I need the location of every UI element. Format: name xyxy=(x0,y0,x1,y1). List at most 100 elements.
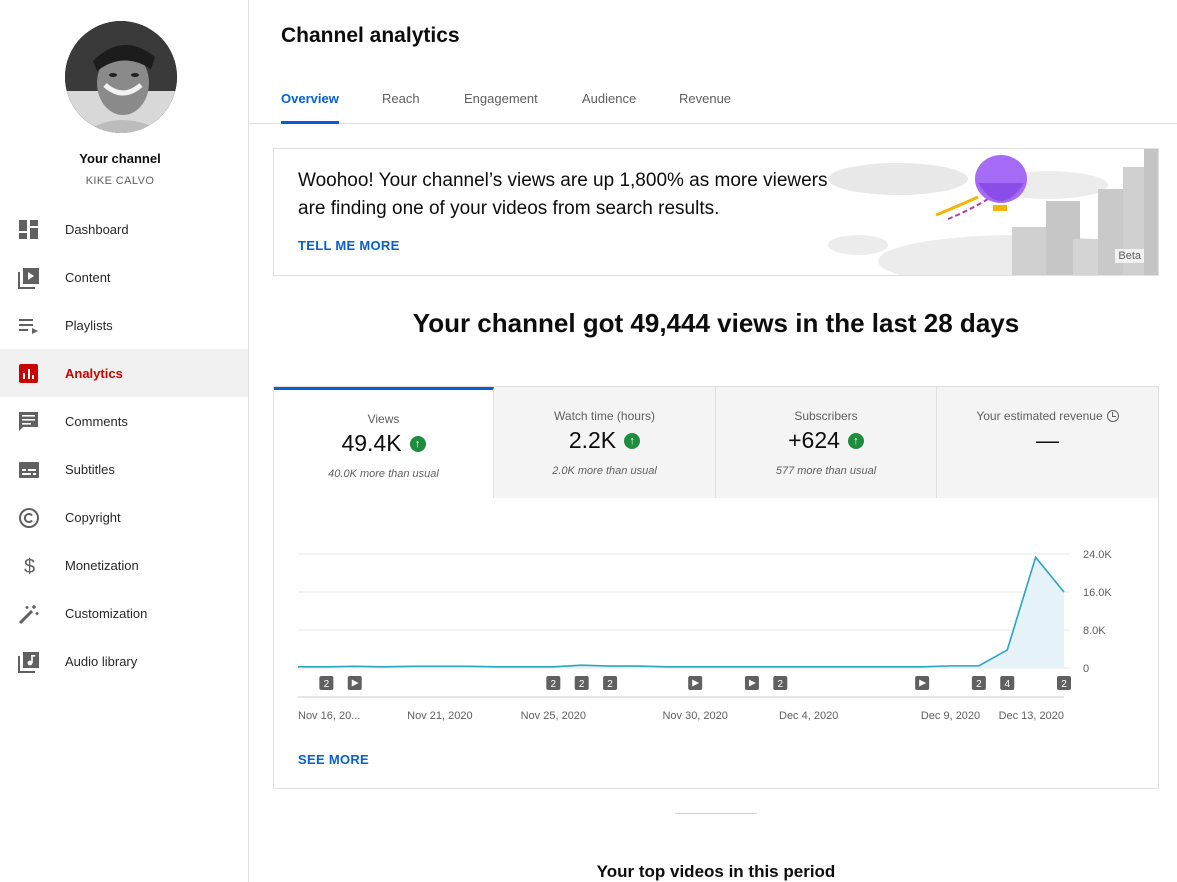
sidebar-item-customization[interactable]: Customization xyxy=(0,589,248,637)
x-tick-label: Nov 21, 2020 xyxy=(407,710,472,722)
play-icon xyxy=(351,679,359,687)
sidebar-item-label: Monetization xyxy=(65,557,139,573)
metric-value-text: 2.2K xyxy=(568,427,617,453)
metric-comparison: 40.0K more than usual xyxy=(328,468,439,480)
tell-me-more-link[interactable]: TELL ME MORE xyxy=(298,238,400,253)
sidebar-item-label: Audio library xyxy=(65,653,138,669)
views-chart: 24.0K 16.0K 8.0K 0 2 2 2 2 2 2 4 2 Nov 16, 20... Nov … xyxy=(298,549,1112,722)
tab-overview[interactable]: Overview xyxy=(281,80,339,124)
beta-badge: Beta xyxy=(1115,249,1144,263)
sidebar-nav: Dashboard Content Playlists Analytics xyxy=(0,205,248,685)
x-tick-label: Dec 13, 2020 xyxy=(999,710,1064,722)
tab-revenue[interactable]: Revenue xyxy=(679,91,732,106)
insight-banner: Woohoo! Your channel’s views are up 1,80… xyxy=(273,148,1159,276)
published-count-marker xyxy=(971,676,986,690)
marker-count-label: 2 xyxy=(324,679,330,690)
y-tick-label: 24.0K xyxy=(1083,549,1112,561)
customization-icon xyxy=(18,603,40,625)
audio-library-icon xyxy=(18,651,40,673)
published-count-marker xyxy=(319,676,334,690)
x-tick-label: Dec 4, 2020 xyxy=(779,710,838,722)
x-tick-label: Nov 16, 20... xyxy=(298,710,360,722)
metric-label: Views xyxy=(367,412,400,426)
main-content: Channel analytics Overview Reach Engagem… xyxy=(249,0,1177,882)
sidebar: Your channel KIKE CALVO Dashboard Conten… xyxy=(0,0,249,882)
metric-value: 49.4K ↑ xyxy=(274,430,493,457)
published-count-marker xyxy=(574,676,589,690)
section-divider xyxy=(675,813,757,814)
sidebar-item-label: Playlists xyxy=(65,317,113,333)
metric-value-text: 49.4K xyxy=(341,430,402,456)
published-count-marker xyxy=(1000,676,1015,690)
sidebar-item-label: Dashboard xyxy=(65,221,129,237)
play-icon xyxy=(692,679,700,687)
play-icon xyxy=(748,679,756,687)
metric-comparison: 577 more than usual xyxy=(775,465,877,477)
sidebar-item-playlists[interactable]: Playlists xyxy=(0,301,248,349)
hot-air-balloon-illustration xyxy=(828,149,1158,275)
sidebar-item-audio-library[interactable]: Audio library xyxy=(0,637,248,685)
y-tick-label: 0 xyxy=(1083,663,1089,675)
overview-card: Views 49.4K ↑ 40.0K more than usual Watc… xyxy=(273,386,1159,789)
monetization-icon: $ xyxy=(18,555,40,578)
marker-count-label: 2 xyxy=(551,679,557,690)
playlists-icon xyxy=(18,315,40,337)
clock-icon xyxy=(1106,410,1119,422)
marker-count-label: 2 xyxy=(778,679,784,690)
sidebar-item-label: Copyright xyxy=(65,509,121,525)
top-videos-heading: Your top videos in this period xyxy=(596,862,836,881)
tabs-bar: Overview Reach Engagement Audience Reven… xyxy=(249,80,1177,124)
sidebar-item-label: Content xyxy=(65,269,111,285)
y-tick-label: 8.0K xyxy=(1083,625,1106,637)
tab-engagement[interactable]: Engagement xyxy=(464,91,538,106)
copyright-icon xyxy=(18,507,40,529)
metric-watch-time[interactable]: Watch time (hours) 2.2K ↑ 2.0K more than… xyxy=(494,387,716,498)
metric-value: 2.2K ↑ xyxy=(494,427,715,454)
marker-count-label: 2 xyxy=(579,679,585,690)
subtitles-icon xyxy=(18,459,40,481)
marker-count-label: 2 xyxy=(976,679,982,690)
see-more-link[interactable]: SEE MORE xyxy=(298,752,370,767)
metric-label: Watch time (hours) xyxy=(554,409,655,423)
tab-reach[interactable]: Reach xyxy=(382,91,420,106)
y-tick-label: 16.0K xyxy=(1083,587,1112,599)
dashboard-icon xyxy=(18,219,40,241)
sidebar-item-label: Customization xyxy=(65,605,148,621)
sidebar-item-label: Analytics xyxy=(65,365,123,381)
sidebar-item-subtitles[interactable]: Subtitles xyxy=(0,445,248,493)
sidebar-item-analytics[interactable]: Analytics xyxy=(0,349,248,397)
metric-revenue[interactable]: Your estimated revenue — xyxy=(937,387,1158,498)
sidebar-item-content[interactable]: Content xyxy=(0,253,248,301)
metric-views[interactable]: Views 49.4K ↑ 40.0K more than usual xyxy=(274,387,494,498)
metric-value-text: +624 xyxy=(788,427,840,453)
published-count-marker xyxy=(1057,676,1071,690)
metric-value: +624 ↑ xyxy=(716,427,936,454)
analytics-icon xyxy=(18,363,40,385)
arrow-up-icon: ↑ xyxy=(847,432,864,449)
published-count-marker xyxy=(546,676,561,690)
banner-message: Woohoo! Your channel’s views are up 1,80… xyxy=(298,170,828,219)
play-icon xyxy=(919,679,927,687)
marker-count-label: 2 xyxy=(607,679,613,690)
sidebar-item-label: Comments xyxy=(65,413,128,429)
metric-value-text: — xyxy=(1036,427,1059,453)
arrow-up-icon: ↑ xyxy=(624,432,641,449)
views-line xyxy=(298,555,1065,668)
x-tick-label: Nov 30, 2020 xyxy=(662,710,727,722)
avatar[interactable] xyxy=(65,21,177,133)
published-count-marker xyxy=(603,676,618,690)
views-area xyxy=(298,557,1064,668)
tab-audience[interactable]: Audience xyxy=(582,91,637,106)
metric-label: Subscribers xyxy=(794,409,858,423)
marker-count-label: 4 xyxy=(1004,679,1010,690)
sidebar-item-dashboard[interactable]: Dashboard xyxy=(0,205,248,253)
views-headline: Your channel got 49,444 views in the las… xyxy=(412,308,1020,338)
sidebar-item-monetization[interactable]: $ Monetization xyxy=(0,541,248,589)
marker-count-label: 2 xyxy=(1061,679,1067,690)
metric-value: — xyxy=(937,427,1158,454)
page-title: Channel analytics xyxy=(281,24,460,47)
metric-subscribers[interactable]: Subscribers +624 ↑ 577 more than usual xyxy=(716,387,937,498)
metric-label: Your estimated revenue xyxy=(937,409,1158,423)
sidebar-item-copyright[interactable]: Copyright xyxy=(0,493,248,541)
sidebar-item-comments[interactable]: Comments xyxy=(0,397,248,445)
